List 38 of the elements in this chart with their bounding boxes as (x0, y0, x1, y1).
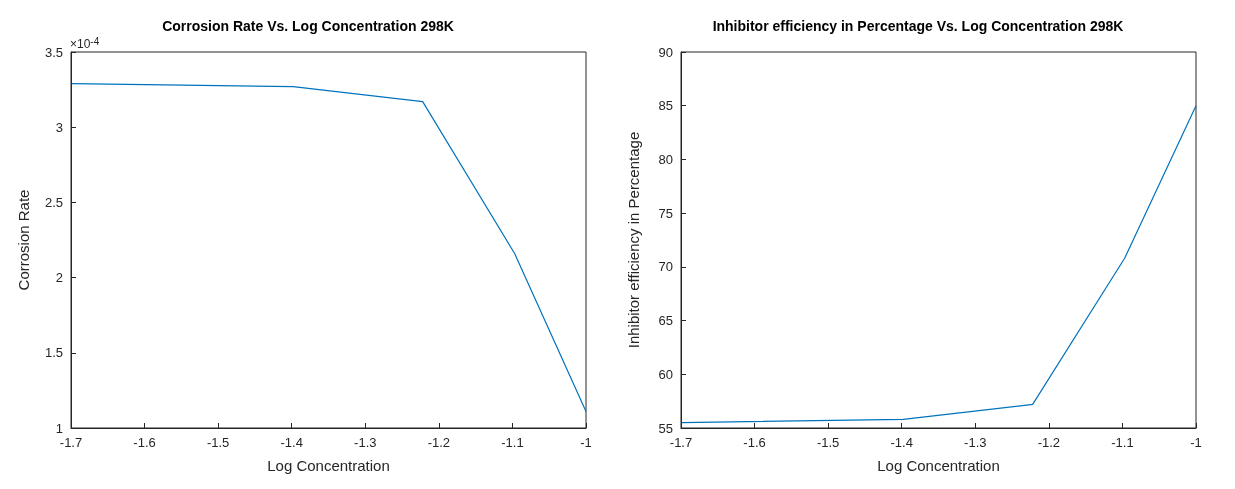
y-tick-label: 70 (658, 259, 673, 275)
y-tick-label: 55 (658, 420, 673, 436)
line-series (681, 105, 1197, 424)
chart-title: Inhibitor efficiency in Percentage Vs. Log Concentration 298K (712, 18, 1124, 34)
x-tick-label: -1 (1190, 435, 1202, 450)
y-tick-label: 90 (658, 44, 673, 60)
y-tick-label: 65 (658, 313, 673, 329)
y-axis-title: Inhibitor efficiency in Percentage (625, 131, 642, 349)
x-tick-label: -1 (580, 435, 592, 450)
x-tick-label: -1.2 (427, 435, 451, 450)
x-tick-label: -1.7 (669, 435, 693, 450)
y-tick-label: 3 (55, 119, 63, 135)
y-tick-label: 75 (658, 205, 673, 221)
x-tick-label: -1.3 (964, 435, 987, 450)
x-tick-label: -1.7 (59, 435, 83, 450)
y-tick-label: 3.5 (44, 44, 63, 60)
y-tick-label: 2 (55, 270, 63, 286)
x-axis-title: Log Concentration (267, 457, 390, 474)
y-tick-label: 85 (658, 98, 673, 114)
x-tick-label: -1.1 (1111, 435, 1134, 450)
x-tick-label: -1.4 (890, 435, 913, 450)
y-tick-label: 1.5 (44, 345, 63, 361)
chart-title: Corrosion Rate Vs. Log Concentration 298K (162, 18, 454, 34)
y-tick-label: 1 (55, 420, 63, 436)
x-tick-label: -1.5 (816, 435, 840, 450)
y-tick-label: 80 (658, 151, 673, 167)
x-tick-label: -1.4 (280, 435, 303, 450)
y-tick-label: 2.5 (44, 194, 63, 210)
x-tick-label: -1.6 (133, 435, 156, 450)
y-axis-title: Corrosion Rate (15, 189, 32, 291)
x-tick-label: -1.5 (206, 435, 230, 450)
x-tick-label: -1.3 (354, 435, 377, 450)
y-tick-label: 60 (658, 366, 673, 382)
x-tick-label: -1.6 (743, 435, 766, 450)
line-series (71, 82, 587, 413)
x-tick-label: -1.2 (1037, 435, 1061, 450)
x-tick-label: -1.1 (501, 435, 524, 450)
x-axis-title: Log Concentration (877, 457, 1000, 474)
